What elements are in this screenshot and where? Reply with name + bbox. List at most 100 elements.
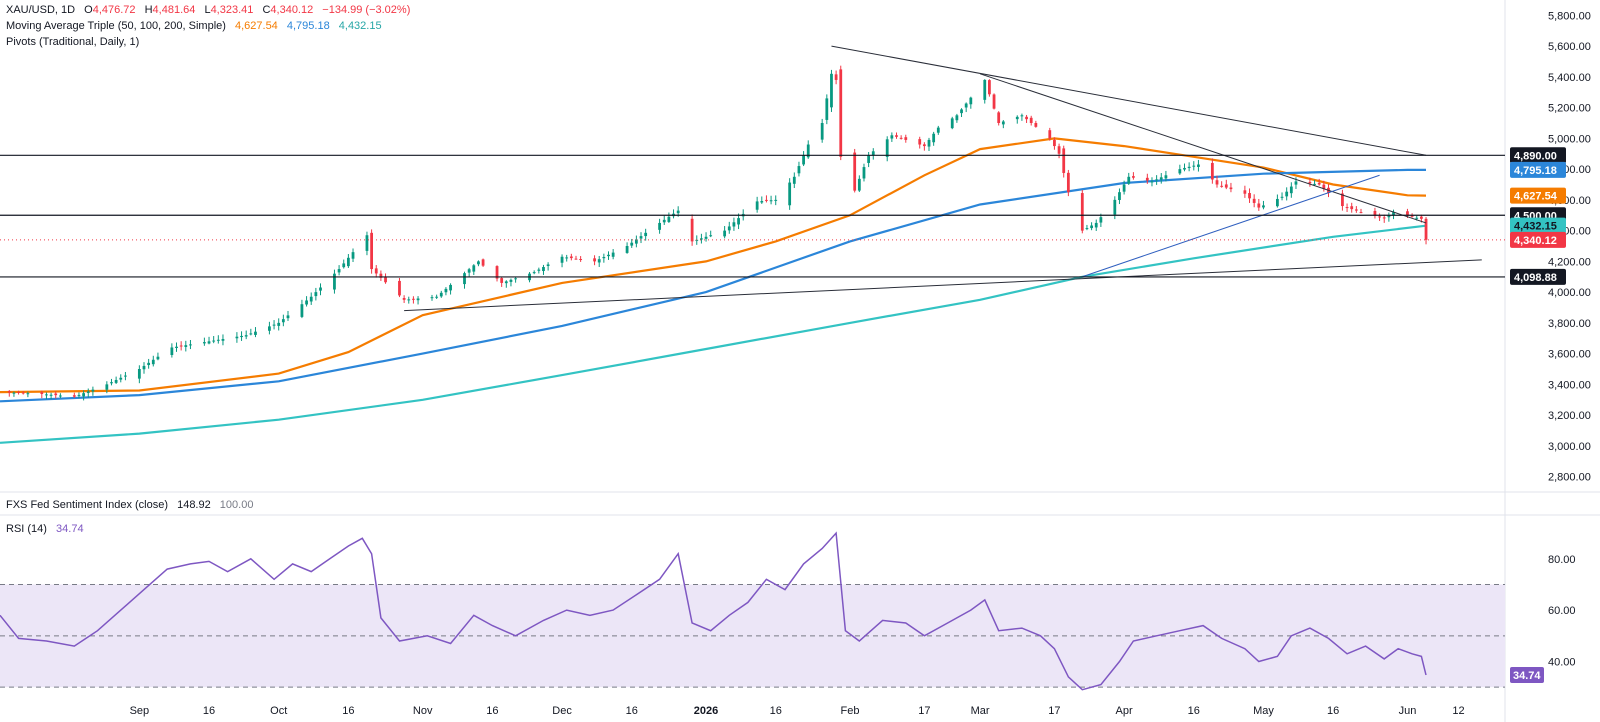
candle-body: [1118, 192, 1121, 201]
symbol-label: XAU/USD, 1D: [6, 4, 76, 16]
price-tag-text: 4,890.00: [1514, 150, 1557, 162]
candle-body: [997, 112, 1001, 123]
time-tick-label: 16: [342, 705, 354, 717]
candle-body: [676, 210, 680, 214]
candle-body: [86, 391, 90, 393]
time-tick-label: Dec: [552, 705, 572, 717]
candle-body: [1252, 198, 1256, 203]
time-tick-label: 16: [626, 705, 638, 717]
candle-body: [1424, 218, 1428, 240]
price-tick-label: 5,400.00: [1548, 72, 1591, 84]
time-tick-label: 16: [486, 705, 498, 717]
candle-body: [922, 144, 926, 147]
candle-body: [472, 265, 476, 272]
price-tag: 4,340.12: [1510, 231, 1566, 248]
candle-body: [184, 345, 188, 347]
trendline-1: [831, 45, 1427, 156]
candle-body: [235, 336, 239, 339]
candle-body: [532, 272, 536, 274]
candle-body: [1215, 180, 1219, 185]
time-tick-label: 16: [1327, 705, 1339, 717]
candle-body: [983, 79, 987, 100]
candle-body: [370, 232, 373, 270]
candle-body: [221, 339, 225, 341]
candle-body: [607, 254, 610, 257]
time-tick-label: 2026: [694, 705, 718, 717]
time-tick-label: Mar: [971, 705, 990, 717]
candle-body: [1066, 172, 1070, 193]
candle-body: [124, 375, 127, 377]
rsi-tag-bg: [1510, 666, 1544, 683]
fxs-indicator-name: FXS Fed Sentiment Index (close): [6, 499, 169, 511]
candle-body: [254, 331, 257, 335]
candle-body: [402, 298, 406, 300]
candle-body: [1015, 116, 1019, 120]
candle-body: [1164, 175, 1168, 179]
candle-body: [500, 278, 504, 283]
candle-body: [1220, 185, 1224, 187]
price-tag-text: 4,432.15: [1514, 221, 1557, 233]
candle-body: [1243, 190, 1247, 194]
candle-body: [1062, 148, 1066, 173]
candle-body: [546, 264, 550, 267]
price-tag-text: 4,627.54: [1514, 191, 1558, 203]
trendline-4: [1082, 174, 1380, 278]
candle-body: [890, 135, 894, 139]
candle-body: [1350, 206, 1354, 210]
candle-body: [1085, 228, 1089, 230]
candle-body: [853, 152, 857, 191]
candle-body: [1094, 222, 1098, 228]
time-tick-label: Feb: [841, 705, 860, 717]
candle-body: [147, 362, 151, 366]
candle-body: [755, 201, 759, 210]
candle-body: [667, 216, 671, 222]
price-tag: 4,098.88: [1510, 268, 1566, 285]
candle-body: [597, 259, 601, 263]
candle-body: [314, 292, 318, 297]
candle-body: [342, 263, 346, 268]
price-tag: 4,627.54: [1510, 187, 1566, 204]
candle-body: [560, 256, 564, 263]
candle-body: [723, 230, 727, 237]
candle-body: [82, 393, 86, 397]
candle-body: [1341, 193, 1344, 207]
candle-body: [449, 284, 452, 291]
candle-body: [895, 135, 898, 137]
candle-body: [1322, 184, 1326, 189]
candle-body: [904, 137, 908, 140]
candle-body: [119, 377, 123, 380]
candle-body: [1029, 117, 1033, 123]
candle-body: [802, 155, 805, 165]
ohlc-open: O4,476.72: [84, 4, 136, 16]
price-legend: XAU/USD, 1D O4,476.72 H4,481.64 L4,323.4…: [6, 4, 416, 16]
time-tick-label: 16: [1188, 705, 1200, 717]
candle-body: [477, 261, 480, 265]
ohlc-high: H4,481.64: [144, 4, 196, 16]
candle-body: [1224, 184, 1228, 188]
candle-body: [1132, 176, 1135, 178]
candle-body: [91, 389, 95, 392]
candle-body: [216, 339, 220, 341]
candle-body: [58, 395, 62, 397]
candle-body: [244, 335, 248, 337]
candle-body: [346, 257, 350, 267]
fxs-value-2: 100.00: [219, 499, 254, 511]
fxs-value-1: 148.92: [177, 499, 211, 511]
candle-body: [1308, 181, 1312, 184]
candle-body: [867, 155, 871, 163]
price-tick-label: 4,000.00: [1548, 287, 1591, 299]
candle-body: [1410, 215, 1414, 217]
candle-body: [792, 176, 796, 184]
candle-body: [1034, 123, 1038, 127]
ma-legend: Moving Average Triple (50, 100, 200, Sim…: [6, 20, 388, 32]
candle-body: [365, 235, 369, 251]
price-tick-label: 3,000.00: [1548, 441, 1591, 453]
candle-body: [709, 235, 713, 237]
price-tag-bg: [1510, 231, 1566, 248]
candle-body: [899, 137, 903, 139]
candle-body: [1248, 193, 1251, 199]
candle-body: [542, 267, 545, 272]
candle-body: [857, 178, 861, 191]
candle-body: [1289, 186, 1293, 194]
